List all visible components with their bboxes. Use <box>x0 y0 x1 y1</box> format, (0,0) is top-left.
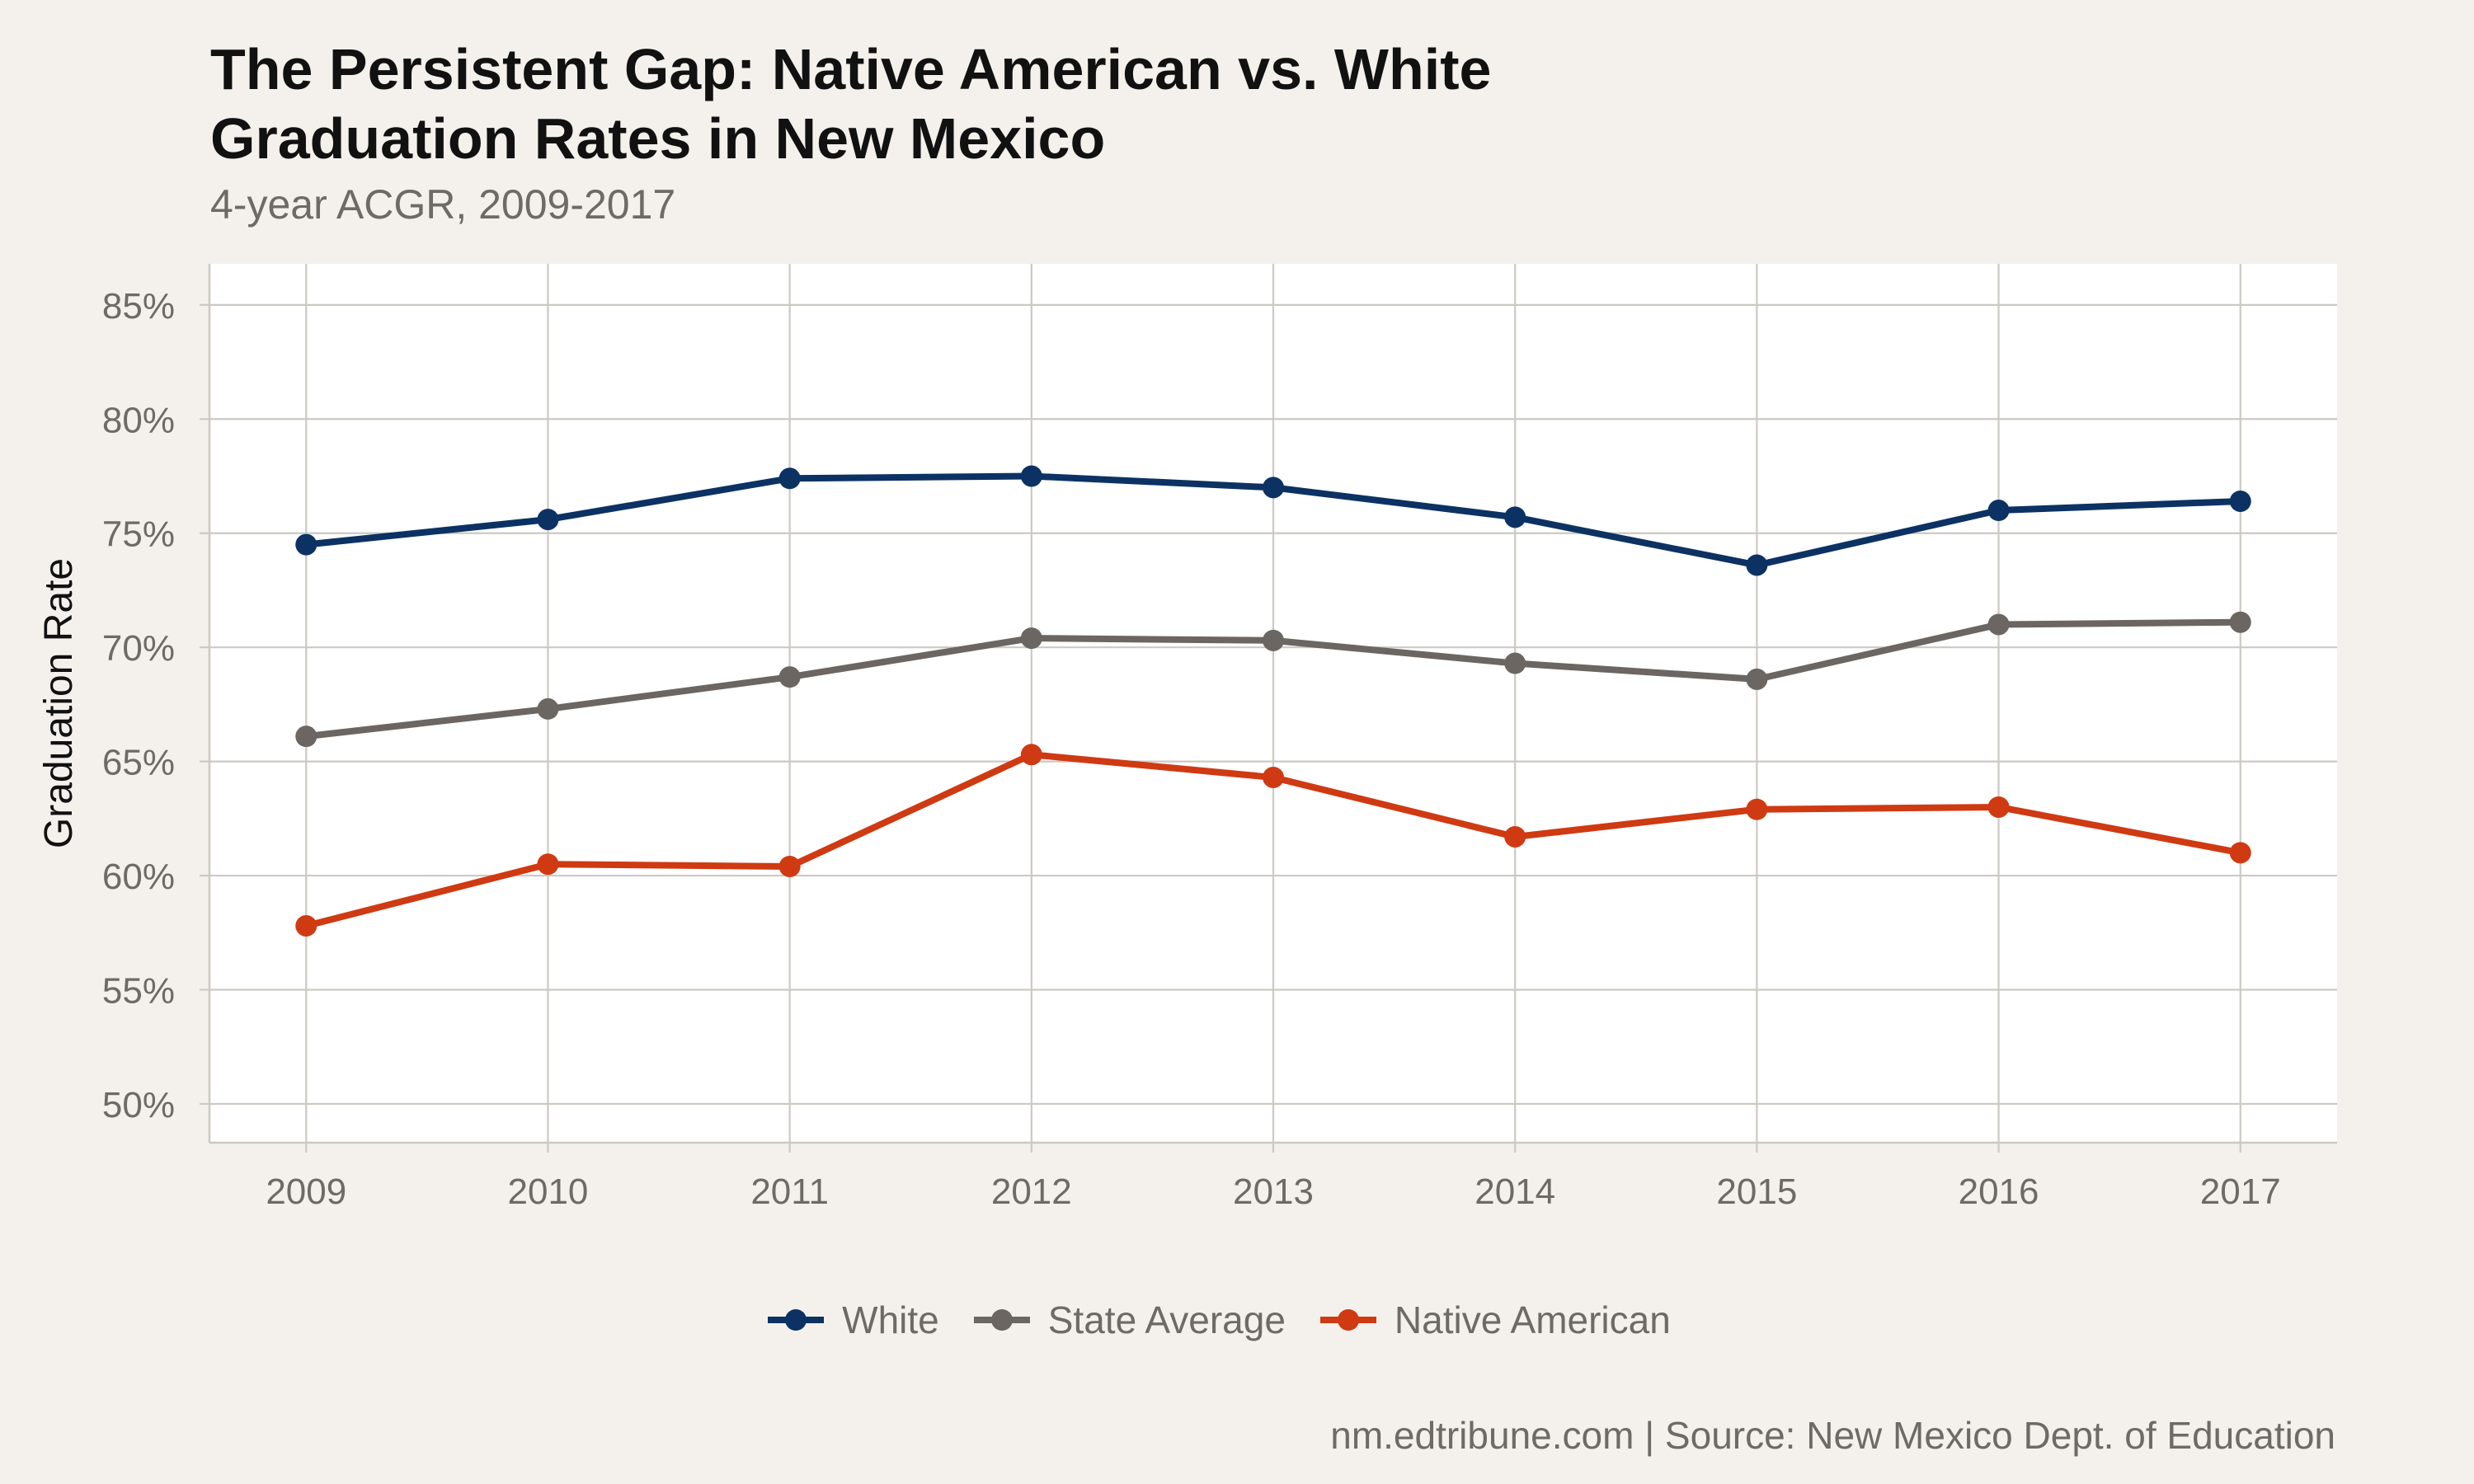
legend-item-native-american: Native American <box>1319 1298 1671 1342</box>
legend-key-native-american <box>1319 1309 1376 1331</box>
data-point-white <box>1746 554 1768 576</box>
legend-key-dot <box>1337 1309 1359 1331</box>
data-point-state-average <box>2229 611 2251 633</box>
data-point-native-american <box>778 855 801 877</box>
x-tick-label: 2014 <box>1475 1172 1555 1212</box>
x-tick-label: 2013 <box>1233 1172 1314 1212</box>
chart-subtitle: 4-year ACGR, 2009-2017 <box>210 181 676 228</box>
y-tick-label: 85% <box>102 286 175 326</box>
y-tick-label: 75% <box>102 514 175 555</box>
data-point-white <box>295 533 317 556</box>
x-tick-label: 2011 <box>750 1172 829 1212</box>
data-point-white <box>1020 465 1042 487</box>
data-point-white <box>2229 490 2251 512</box>
legend-key-white <box>768 1309 825 1331</box>
y-tick-label: 70% <box>102 628 175 669</box>
chart-title-line-2: Graduation Rates in New Mexico <box>210 106 1106 171</box>
legend-label: State Average <box>1047 1298 1286 1341</box>
data-point-white <box>1504 506 1526 528</box>
legend-item-white: White <box>766 1298 939 1342</box>
data-point-native-american <box>295 914 317 937</box>
data-point-state-average <box>1987 613 2010 636</box>
data-point-white <box>1263 477 1284 499</box>
data-point-white <box>778 467 801 490</box>
legend-key-dot <box>785 1309 807 1331</box>
data-point-native-american <box>1020 744 1042 766</box>
x-tick-label: 2010 <box>508 1172 589 1212</box>
y-tick-label: 55% <box>102 970 175 1011</box>
data-point-white <box>537 509 559 531</box>
x-tick-label: 2012 <box>991 1172 1072 1212</box>
legend-label: White <box>842 1298 939 1341</box>
legend-key-dot <box>990 1309 1013 1331</box>
data-point-white <box>1987 500 2010 522</box>
data-point-native-american <box>2229 842 2251 864</box>
data-point-state-average <box>295 726 317 748</box>
chart-caption: nm.edtribune.com | Source: New Mexico De… <box>1330 1414 2335 1457</box>
data-point-state-average <box>1746 668 1768 690</box>
legend-item-state-average: State Average <box>972 1298 1286 1342</box>
data-point-state-average <box>778 666 801 688</box>
data-point-native-american <box>1504 825 1526 848</box>
x-tick-label: 2016 <box>1959 1172 2039 1212</box>
data-point-native-american <box>1263 766 1284 788</box>
data-point-state-average <box>1504 652 1526 674</box>
data-point-native-american <box>1746 798 1768 820</box>
y-tick-label: 80% <box>102 400 175 440</box>
y-axis-title: Graduation Rate <box>37 558 81 848</box>
x-tick-label: 2009 <box>266 1172 346 1212</box>
chart-title-line-1: The Persistent Gap: Native American vs. … <box>210 37 1492 101</box>
y-tick-label: 65% <box>102 743 175 783</box>
x-tick-label: 2017 <box>2200 1172 2281 1212</box>
chart-title: The Persistent Gap: Native American vs. … <box>210 35 2354 173</box>
data-point-native-american <box>1987 796 2010 818</box>
y-tick-label: 50% <box>102 1085 175 1125</box>
x-tick-label: 2015 <box>1716 1172 1797 1212</box>
legend-key-state-average <box>973 1309 1030 1331</box>
data-point-state-average <box>1263 629 1284 651</box>
legend-label: Native American <box>1394 1298 1671 1341</box>
data-point-state-average <box>1020 627 1042 650</box>
data-point-native-american <box>537 853 559 876</box>
data-point-state-average <box>537 697 559 720</box>
y-tick-label: 60% <box>102 857 175 897</box>
chart-legend: White State Average Native American <box>0 1291 2474 1349</box>
